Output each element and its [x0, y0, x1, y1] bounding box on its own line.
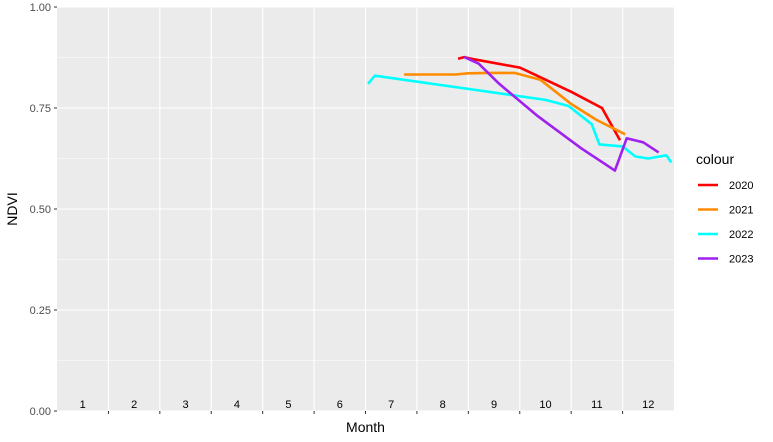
series-lines — [367, 55, 673, 172]
x-tick-label: 5 — [285, 399, 291, 411]
x-tick-label: 9 — [491, 399, 497, 411]
x-tick-label: 12 — [642, 399, 654, 411]
y-tick-label: 0.00 — [30, 406, 51, 418]
series-line-2021 — [404, 71, 626, 136]
series-line-2023 — [463, 55, 660, 172]
y-tick-label: 0.75 — [30, 103, 51, 115]
x-tick-labels: 1 2 3 4 5 6 7 8 9 10 11 12 — [80, 399, 655, 411]
legend-label-2023: 2023 — [729, 254, 753, 266]
x-tick-label: 2 — [131, 399, 137, 411]
x-axis-title: Month — [346, 419, 385, 435]
x-tick-label: 1 — [80, 399, 86, 411]
x-tick-label: 10 — [539, 399, 551, 411]
legend: colour 2020 2021 2022 2023 — [696, 151, 753, 270]
y-axis-title: NDVI — [4, 192, 20, 225]
legend-label-2020: 2020 — [729, 180, 753, 192]
legend-title: colour — [696, 151, 734, 167]
y-tick-label: 0.25 — [30, 305, 51, 317]
legend-label-2021: 2021 — [729, 205, 753, 217]
series-line-2022 — [367, 74, 673, 164]
x-tick-label: 6 — [337, 399, 343, 411]
x-tick-label: 3 — [182, 399, 188, 411]
x-tick-label: 7 — [388, 399, 394, 411]
y-tick-label: 0.50 — [30, 204, 51, 216]
legend-label-2022: 2022 — [729, 229, 753, 241]
axes: 0.00 0.25 0.50 0.75 1.00 — [30, 2, 624, 418]
y-tick-label: 1.00 — [30, 2, 51, 14]
x-tick-label: 11 — [591, 399, 602, 411]
x-tick-label: 4 — [234, 399, 240, 411]
x-tick-label: 8 — [440, 399, 446, 411]
